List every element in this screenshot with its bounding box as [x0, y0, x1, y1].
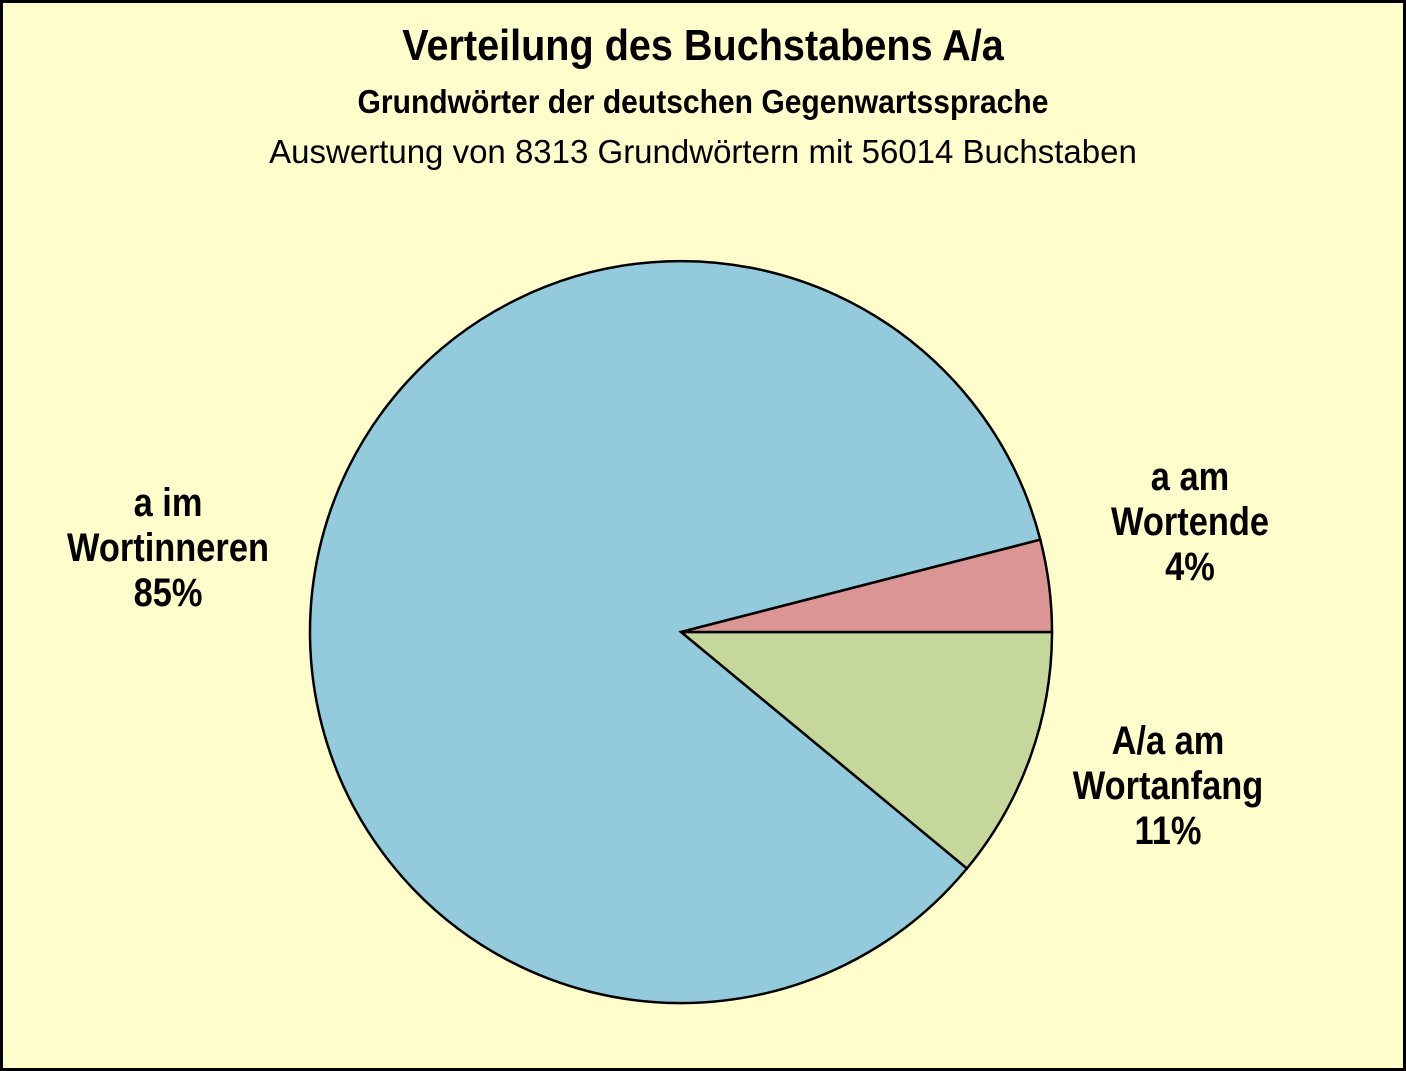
- pie-slice-a-im-wortinneren: [308, 259, 1042, 1005]
- label-wortende-line1: a am: [1150, 455, 1230, 499]
- label-wortanfang-line2: Wortanfang: [1072, 764, 1264, 808]
- label-wortende-line2: Wortende: [1111, 500, 1269, 544]
- pie-slice-a-am-wortende: [680, 538, 1054, 634]
- label-wortanfang: A/a am Wortanfang 11%: [1030, 719, 1305, 854]
- label-wortende: a am Wortende 4%: [1052, 455, 1327, 590]
- pie-chart: [308, 259, 1054, 1005]
- label-wortinneren-value: 85%: [133, 571, 203, 615]
- pie-slice-a-a-am-wortanfang: [677, 630, 1054, 871]
- label-wortanfang-value: 11%: [1134, 809, 1202, 853]
- label-wortende-value: 4%: [1165, 545, 1215, 589]
- label-wortinneren-line1: a im: [133, 481, 203, 525]
- chart-subtitle: Grundwörter der deutschen Gegenwartsspra…: [357, 83, 1049, 120]
- label-wortanfang-line1: A/a am: [1111, 719, 1225, 763]
- chart-note: Auswertung von 8313 Grundwörtern mit 560…: [269, 133, 1137, 170]
- label-wortinneren: a im Wortinneren 85%: [30, 481, 305, 616]
- chart-title: Verteilung des Buchstabens A/a: [402, 21, 1004, 70]
- label-wortinneren-line2: Wortinneren: [67, 526, 269, 570]
